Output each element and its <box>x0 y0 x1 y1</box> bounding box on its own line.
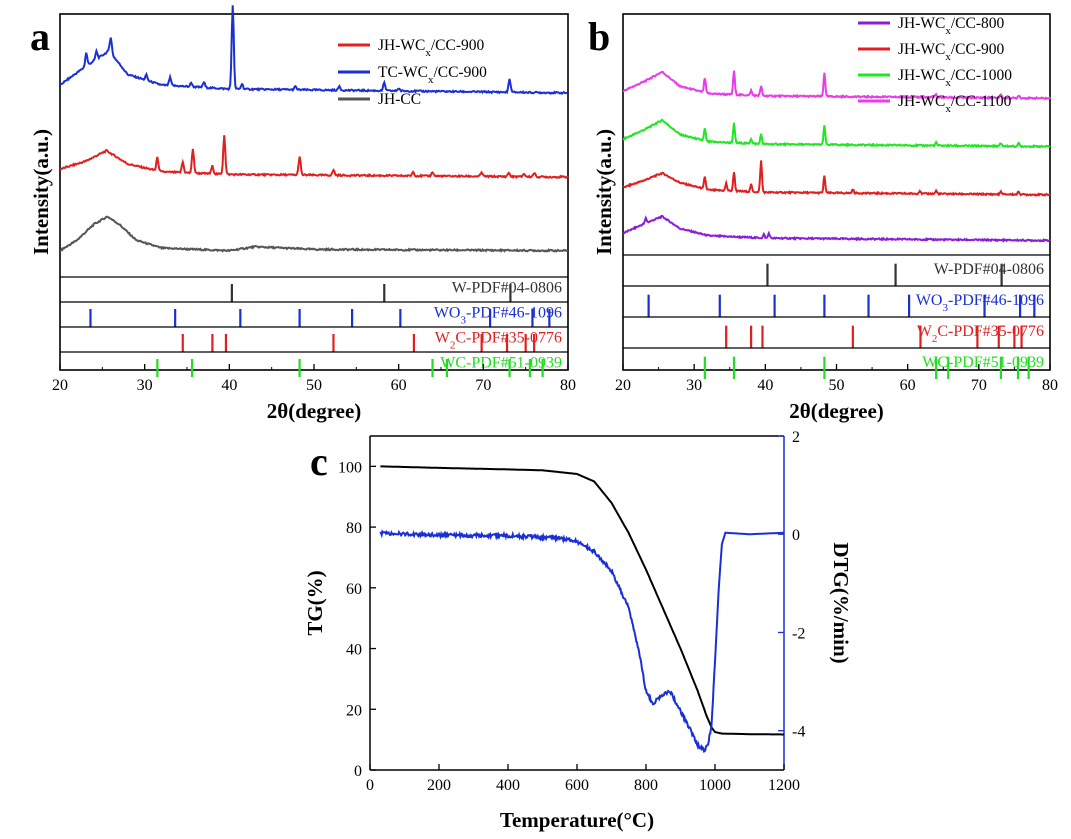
y-tick-label: 0 <box>354 763 362 780</box>
y2-tick-label: 0 <box>792 527 800 544</box>
y2-tick-label: 2 <box>792 429 800 446</box>
reference-label: WC-PDF#51-0939 <box>440 355 562 372</box>
reference-label: W2C-PDF#35-0776 <box>435 330 562 352</box>
reference-label: WO3-PDF#46-1096 <box>434 305 562 327</box>
x-tick-label: 1000 <box>699 777 731 794</box>
legend-label: JH-WCx/CC-1100 <box>898 93 1012 115</box>
x-tick-label: 600 <box>565 777 589 794</box>
panel-a-xrd-chart: W-PDF#04-0806 WO3-PDF#46-1096 W2C-PDF#35-0… <box>29 5 576 423</box>
panel-letter-b: b <box>588 14 610 59</box>
x-tick-label: 40 <box>221 377 237 394</box>
x-tick-label: 1200 <box>768 777 800 794</box>
legend-label: JH-WCx/CC-1000 <box>898 67 1012 89</box>
y-tick-label: 60 <box>346 581 362 598</box>
reference-label: W-PDF#04-0806 <box>452 280 562 297</box>
legend-label: TC-WCx/CC-900 <box>378 64 487 86</box>
x-tick-label: 800 <box>634 777 658 794</box>
series-line-2 <box>622 118 1051 149</box>
x-tick-label: 200 <box>427 777 451 794</box>
x-tick-label: 70 <box>971 377 987 394</box>
x-tick-label: 70 <box>475 377 491 394</box>
series-line-3 <box>622 70 1051 101</box>
x-tick-label: 30 <box>686 377 702 394</box>
reference-label: W-PDF#04-0806 <box>934 261 1044 278</box>
panel-letter-c: c <box>310 439 328 484</box>
x-tick-label: 20 <box>615 377 631 394</box>
panel-b-xrd-chart: W-PDF#04-0806 WO3-PDF#46-1096 W2C-PDF#35-0… <box>592 13 1058 423</box>
x-axis-title: 2θ(degree) <box>267 399 362 423</box>
series-line-1 <box>622 160 1051 197</box>
series-line-2 <box>59 215 569 253</box>
series-line-0 <box>622 214 1051 243</box>
dtg-curve <box>379 529 784 753</box>
y-tick-label: 80 <box>346 520 362 537</box>
y-tick-label: 20 <box>346 702 362 719</box>
legend-label: JH-WCx/CC-900 <box>378 37 485 59</box>
x-tick-label: 60 <box>391 377 407 394</box>
x-tick-label: 40 <box>757 377 773 394</box>
x-tick-label: 80 <box>560 377 576 394</box>
tg-curve <box>380 465 784 736</box>
y-axis-title: Intensity(a.u.) <box>29 129 53 255</box>
x-axis-title: Temperature(°C) <box>500 808 654 832</box>
x-tick-label: 20 <box>52 377 68 394</box>
y-tick-label: 40 <box>346 642 362 659</box>
panel-letter-a: a <box>30 14 50 59</box>
reference-label: WC-PDF#51-0939 <box>922 354 1044 371</box>
x-tick-label: 50 <box>306 377 322 394</box>
y2-tick-label: -4 <box>792 724 805 741</box>
x-tick-label: 80 <box>1042 377 1058 394</box>
y-axis-title: Intensity(a.u.) <box>592 129 616 255</box>
reference-label: WO3-PDF#46-1096 <box>916 292 1044 314</box>
series-line-0 <box>59 135 569 180</box>
x-axis-title: 2θ(degree) <box>789 399 884 423</box>
y-axis-title: TG(%) <box>303 570 327 635</box>
series-line-1 <box>59 5 569 95</box>
panel-c-tg-dtg-chart: 0 200 400 600 800 1000 1200 0 20 40 60 80 100 -4 -2 0 2 T… <box>303 429 853 832</box>
legend-label: JH-WCx/CC-800 <box>898 15 1005 37</box>
legend-label: JH-WCx/CC-900 <box>898 41 1005 63</box>
reference-label: W2C-PDF#35-0776 <box>917 323 1044 345</box>
x-tick-label: 50 <box>829 377 845 394</box>
x-tick-label: 30 <box>137 377 153 394</box>
x-tick-label: 0 <box>366 777 374 794</box>
x-tick-label: 60 <box>900 377 916 394</box>
legend-label: JH-CC <box>378 91 421 108</box>
y-tick-label: 100 <box>338 459 362 476</box>
y2-tick-label: -2 <box>792 625 805 642</box>
x-tick-label: 400 <box>496 777 520 794</box>
y2-axis-title: DTG(%/min) <box>829 542 853 663</box>
